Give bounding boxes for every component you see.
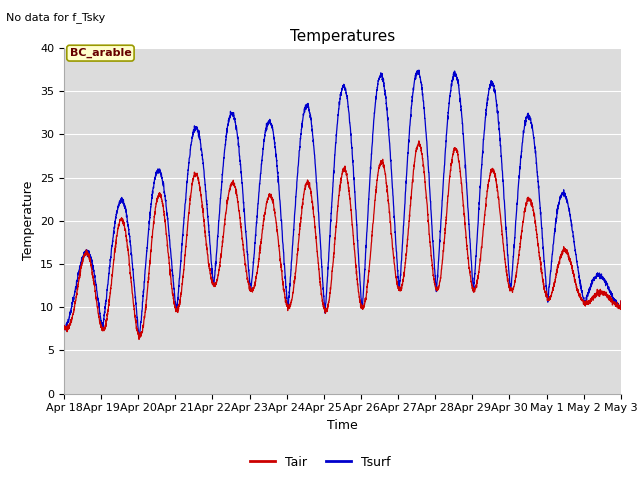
Tair [135, 336, 143, 342]
Tair [180, 271, 188, 276]
Tair [216, 262, 223, 268]
Tair [60, 323, 68, 329]
Tsurf [60, 324, 68, 329]
Tair [397, 288, 404, 293]
X-axis label: Time: Time [327, 419, 358, 432]
Tsurf [617, 304, 625, 310]
Tsurf [564, 203, 572, 209]
Tair [617, 304, 625, 310]
Tair [617, 298, 625, 304]
Y-axis label: Temperature: Temperature [22, 181, 35, 261]
Line: Tsurf: Tsurf [64, 70, 621, 337]
Tsurf [216, 208, 223, 214]
Tsurf [617, 299, 625, 304]
Tsurf [180, 222, 188, 228]
Legend: Tair, Tsurf: Tair, Tsurf [245, 451, 395, 474]
Title: Temperatures: Temperatures [290, 29, 395, 44]
Tair [406, 203, 414, 209]
Text: BC_arable: BC_arable [70, 48, 131, 58]
Tair [415, 138, 423, 144]
Tsurf [415, 67, 423, 73]
Tsurf [397, 268, 404, 274]
Line: Tair: Tair [64, 141, 621, 339]
Tsurf [135, 335, 143, 340]
Text: No data for f_Tsky: No data for f_Tsky [6, 12, 106, 23]
Tsurf [406, 116, 414, 121]
Tair [564, 251, 572, 256]
